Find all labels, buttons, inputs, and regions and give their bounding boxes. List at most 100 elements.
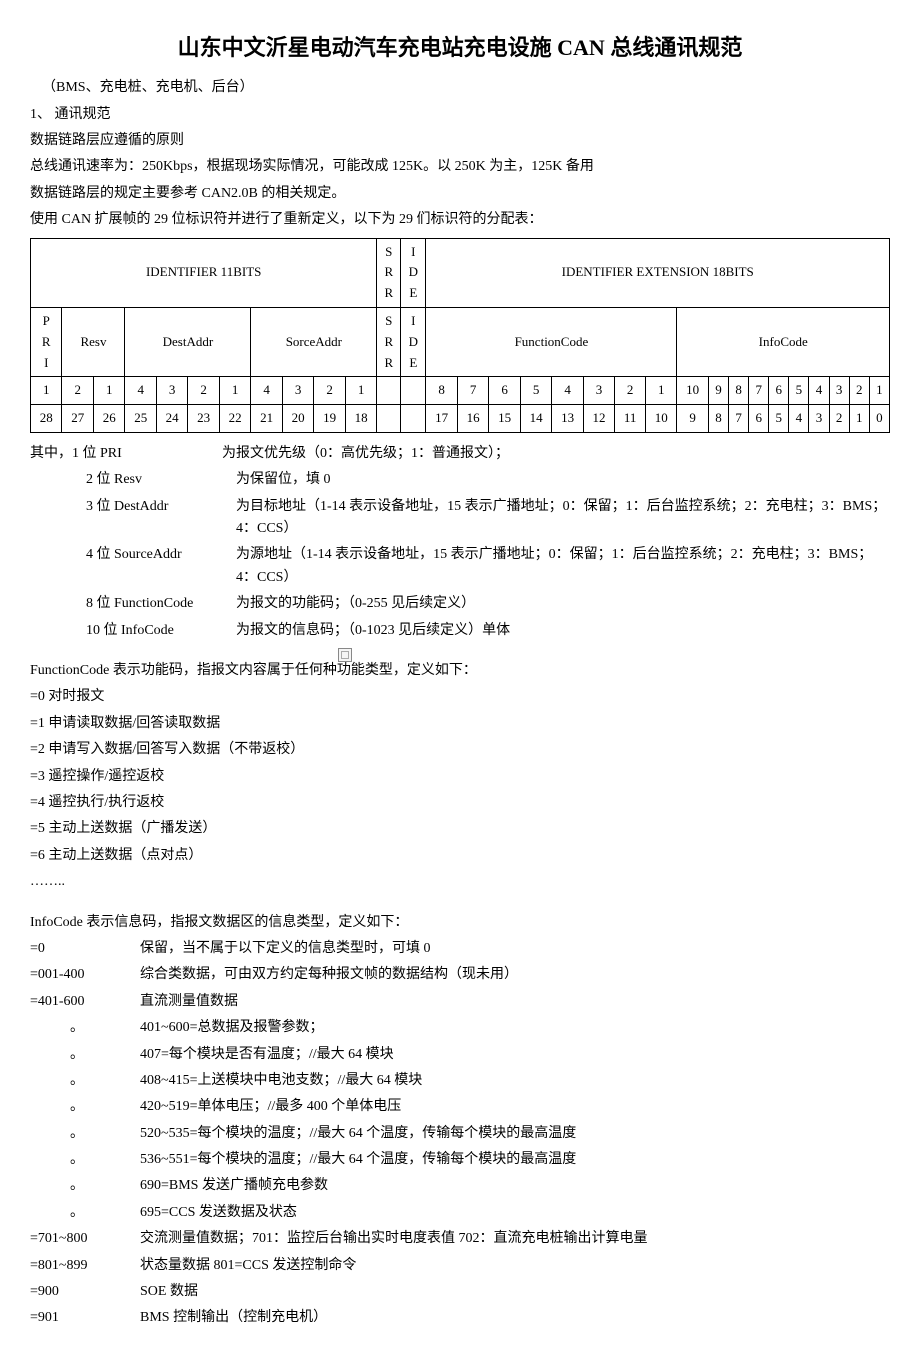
table-cell: 15: [489, 405, 520, 433]
info-code-row: =001-400综合类数据，可由双方约定每种报文帧的数据结构（现未用）: [30, 964, 890, 986]
info-code-label: =701~800: [30, 1228, 140, 1250]
table-cell: 4: [809, 377, 829, 405]
table-cell: 1: [345, 377, 376, 405]
info-code-desc: 保留，当不属于以下定义的信息类型时，可填 0: [140, 938, 890, 960]
table-cell: 2: [829, 405, 849, 433]
table-cell: [377, 405, 401, 433]
function-code-item: ……..: [30, 871, 890, 893]
function-code-intro: FunctionCode 表示功能码，指报文内容属于任何种功能类型，定义如下：: [30, 660, 890, 682]
table-cell: 8: [426, 377, 457, 405]
info-code-label: =900: [30, 1281, 140, 1303]
bit-desc-text: 为保留位，填 0: [236, 469, 890, 491]
info-code-desc: 综合类数据，可由双方约定每种报文帧的数据结构（现未用）: [140, 964, 890, 986]
table-cell: 1: [219, 377, 250, 405]
table-cell: 8: [708, 405, 728, 433]
table-cell: 2: [849, 377, 869, 405]
info-code-row: 。536~551=每个模块的温度；//最大 64 个温度，传输每个模块的最高温度: [30, 1149, 890, 1171]
info-code-row: 。407=每个模块是否有温度；//最大 64 模块: [30, 1044, 890, 1066]
bit-desc-text: 为源地址（1-14 表示设备地址，15 表示广播地址；0：保留；1：后台监控系统…: [236, 544, 890, 589]
table-cell: 6: [489, 377, 520, 405]
table-header-row: IDENTIFIER 11BITS S R R I D E IDENTIFIER…: [31, 238, 890, 307]
info-code-row: 。690=BMS 发送广播帧充电参数: [30, 1175, 890, 1197]
info-code-desc: 401~600=总数据及报警参数；: [140, 1017, 890, 1039]
info-code-label: =0: [30, 938, 140, 960]
info-code-desc: 407=每个模块是否有温度；//最大 64 模块: [140, 1044, 890, 1066]
info-code-row: 。695=CCS 发送数据及状态: [30, 1202, 890, 1224]
group-pri: P R I: [31, 307, 62, 376]
table-cell: [401, 377, 426, 405]
bit-desc-text: 为报文的功能码；（0-255 见后续定义）: [236, 593, 890, 615]
bit-label: 8 位 FunctionCode: [86, 593, 236, 615]
function-code-item: =5 主动上送数据（广播发送）: [30, 818, 890, 840]
info-code-section: InfoCode 表示信息码，指报文数据区的信息类型，定义如下： =0保留，当不…: [30, 912, 890, 1330]
info-code-row: =701~800交流测量值数据；701：监控后台输出实时电度表值 702：直流充…: [30, 1228, 890, 1250]
subtitle: （BMS、充电桩、充电机、后台）: [30, 77, 890, 99]
group-dest: DestAddr: [125, 307, 251, 376]
function-code-section: FunctionCode 表示功能码，指报文内容属于任何种功能类型，定义如下： …: [30, 660, 890, 894]
info-code-label: =401-600: [30, 991, 140, 1013]
table-cell: 1: [869, 377, 889, 405]
table-cell: 2: [188, 377, 219, 405]
table-cell: 12: [583, 405, 614, 433]
info-code-desc: 直流测量值数据: [140, 991, 890, 1013]
info-code-row: 。520~535=每个模块的温度；//最大 64 个温度，传输每个模块的最高温度: [30, 1123, 890, 1145]
section-spec-num: 1、 通讯规范: [30, 104, 890, 126]
table-cell: 18: [345, 405, 376, 433]
table-cell: 3: [583, 377, 614, 405]
table-cell: 24: [156, 405, 187, 433]
bit-label: 4 位 SourceAddr: [86, 544, 236, 589]
info-code-label: =801~899: [30, 1255, 140, 1277]
info-code-label: 。: [30, 1096, 140, 1118]
bit-label: 10 位 InfoCode: [86, 620, 236, 642]
section-principle: 数据链路层应遵循的原则: [30, 130, 890, 152]
info-code-label: 。: [30, 1202, 140, 1224]
info-code-row: 。408~415=上送模块中电池支数；//最大 64 模块: [30, 1070, 890, 1092]
header-id18: IDENTIFIER EXTENSION 18BITS: [426, 238, 890, 307]
info-code-label: 。: [30, 1175, 140, 1197]
table-cell: 10: [677, 377, 708, 405]
info-code-row: 。420~519=单体电压；//最多 400 个单体电压: [30, 1096, 890, 1118]
group-srr: S R R: [377, 307, 401, 376]
info-code-row: =900SOE 数据: [30, 1281, 890, 1303]
info-code-desc: 420~519=单体电压；//最多 400 个单体电压: [140, 1096, 890, 1118]
group-info: InfoCode: [677, 307, 890, 376]
table-cell: 2: [62, 377, 93, 405]
info-code-label: 。: [30, 1044, 140, 1066]
table-cell: 3: [829, 377, 849, 405]
info-code-label: =901: [30, 1307, 140, 1329]
bit-desc-text: 为报文的信息码；（0-1023 见后续定义）单体: [236, 620, 890, 642]
table-cell: 16: [457, 405, 488, 433]
table-cell: 4: [552, 377, 583, 405]
table-cell: [377, 377, 401, 405]
info-code-desc: 408~415=上送模块中电池支数；//最大 64 模块: [140, 1070, 890, 1092]
info-code-desc: 状态量数据 801=CCS 发送控制命令: [140, 1255, 890, 1277]
table-cell: 4: [789, 405, 809, 433]
table-cell: 5: [520, 377, 551, 405]
table-cell: 8: [729, 377, 749, 405]
function-code-item: =1 申请读取数据/回答读取数据: [30, 713, 890, 735]
bit-descriptions: 其中， 1 位 PRI 为报文优先级（0：高优先级；1：普通报文）； 2 位 R…: [30, 443, 890, 642]
table-cell: 0: [869, 405, 889, 433]
table-cell: 25: [125, 405, 156, 433]
info-code-desc: SOE 数据: [140, 1281, 890, 1303]
table-cell: 11: [615, 405, 646, 433]
info-code-label: 。: [30, 1070, 140, 1092]
table-cell: 3: [282, 377, 313, 405]
table-cell: 28: [31, 405, 62, 433]
table-cell: 3: [156, 377, 187, 405]
section-layer-ref: 数据链路层的规定主要参考 CAN2.0B 的相关规定。: [30, 183, 890, 205]
table-cell: 2: [615, 377, 646, 405]
info-code-label: 。: [30, 1017, 140, 1039]
table-cell: 4: [251, 377, 282, 405]
table-cell: [401, 405, 426, 433]
table-cell: 9: [708, 377, 728, 405]
function-code-item: =6 主动上送数据（点对点）: [30, 845, 890, 867]
info-code-desc: 520~535=每个模块的温度；//最大 64 个温度，传输每个模块的最高温度: [140, 1123, 890, 1145]
table-cell: 19: [314, 405, 345, 433]
bit-label: 2 位 Resv: [86, 469, 236, 491]
info-code-label: =001-400: [30, 964, 140, 986]
document-title: 山东中文沂星电动汽车充电站充电设施 CAN 总线通讯规范: [30, 30, 890, 65]
bit-desc-text: 为报文优先级（0：高优先级；1：普通报文）；: [222, 443, 890, 465]
bit-intro: 其中，: [30, 443, 72, 465]
table-cell: 21: [251, 405, 282, 433]
